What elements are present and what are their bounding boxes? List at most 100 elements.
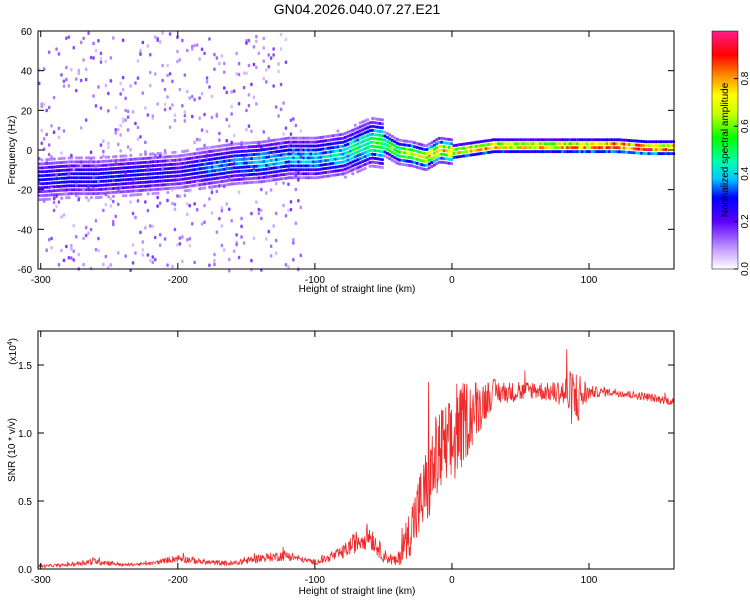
spectral-cell [265, 159, 268, 163]
spectral-cell [173, 166, 177, 170]
spectral-cell [489, 146, 493, 150]
spectrogram-cells [38, 31, 676, 273]
spectral-cell [84, 172, 88, 176]
spectral-cell [336, 137, 340, 141]
spectral-cell [376, 165, 379, 169]
spectral-noise-cell [223, 184, 226, 189]
spectral-cell [232, 182, 236, 186]
spectral-cell [499, 142, 503, 146]
spectral-cell [395, 157, 399, 161]
spectral-cell [75, 180, 78, 184]
spectral-noise-cell [242, 241, 246, 245]
spectral-cell [158, 183, 162, 187]
spectral-cell [294, 148, 298, 152]
spectral-cell [220, 148, 224, 152]
spectral-cell [220, 172, 224, 176]
spectral-noise-cell [97, 39, 100, 43]
spectral-noise-cell [232, 89, 236, 93]
spectral-cell [279, 153, 283, 157]
spectral-noise-cell [220, 54, 224, 58]
spectral-cell [319, 167, 323, 171]
spectral-cell [198, 179, 202, 183]
spectral-cell [316, 164, 320, 168]
spectral-cell [627, 146, 631, 150]
spectral-cell [107, 163, 111, 167]
spectral-noise-cell [188, 243, 191, 248]
spectral-cell [607, 138, 611, 142]
spectral-cell [72, 160, 76, 164]
spectral-cell [622, 150, 626, 154]
spectral-cell [306, 164, 310, 168]
spectral-cell [326, 158, 330, 162]
spectral-cell [289, 168, 293, 172]
spectral-cell [363, 147, 367, 151]
spectral-cell [373, 145, 377, 149]
spectral-cell [107, 171, 111, 175]
spectral-cell [484, 143, 488, 147]
spectral-cell [649, 148, 653, 152]
spectral-cell [126, 170, 130, 173]
spectral-noise-cell [284, 126, 288, 130]
spectral-noise-cell [94, 247, 98, 252]
spectral-cell [580, 138, 584, 142]
spectral-cell [208, 161, 212, 165]
spectral-noise-cell [173, 207, 177, 211]
spectral-cell [139, 153, 143, 157]
spectrogram-y-label: Frequency (Hz) [7, 116, 18, 185]
spectral-noise-cell [102, 139, 105, 143]
spectral-cell [302, 168, 305, 172]
spectrogram-y-tick-label: -40 [18, 225, 33, 236]
spectral-cell [343, 143, 347, 147]
spectral-cell [257, 180, 261, 184]
spectral-noise-cell [262, 130, 265, 134]
spectral-cell [339, 141, 342, 144]
spectral-noise-cell [213, 67, 216, 71]
spectral-noise-cell [193, 260, 196, 265]
spectral-cell [262, 144, 266, 148]
spectral-cell [598, 138, 602, 142]
spectral-cell [176, 174, 180, 178]
spectral-cell [600, 146, 604, 150]
spectral-cell [205, 182, 209, 186]
spectral-cell [427, 154, 431, 158]
spectral-cell [383, 150, 387, 154]
spectral-cell [376, 153, 379, 157]
spectral-cell [57, 157, 61, 161]
spectral-cell [331, 161, 335, 165]
spectral-cell [422, 152, 426, 155]
spectral-cell [306, 152, 310, 156]
spectral-cell [77, 164, 81, 168]
spectral-cell [442, 137, 446, 141]
spectral-cell [297, 140, 301, 144]
spectral-cell [536, 146, 540, 150]
spectral-cell [237, 177, 241, 181]
spectral-cell [329, 142, 333, 146]
spectral-cell [516, 142, 520, 146]
spectral-cell [144, 164, 148, 168]
spectral-cell [519, 150, 523, 154]
spectral-cell [309, 160, 313, 164]
spectral-cell [415, 145, 419, 149]
spectral-cell [87, 156, 91, 160]
spectral-cell [445, 153, 449, 157]
spectral-noise-cell [250, 82, 253, 87]
spectral-noise-cell [235, 233, 238, 237]
spectral-cell [228, 151, 231, 155]
spectral-noise-cell [156, 37, 159, 41]
spectral-cell [282, 165, 286, 169]
spectral-cell [467, 141, 471, 145]
spectral-cell [45, 185, 49, 189]
spectral-cell [422, 144, 426, 148]
spectral-cell [176, 154, 180, 158]
spectral-cell [329, 170, 333, 174]
spectral-cell [551, 150, 555, 154]
spectral-noise-cell [65, 77, 68, 82]
spectral-cell [252, 153, 256, 156]
spectral-cell [292, 172, 296, 176]
spectral-cell [193, 172, 197, 175]
spectral-cell [186, 153, 189, 157]
spectral-cell [321, 155, 325, 159]
spectral-cell [237, 181, 241, 185]
spectral-noise-cell [176, 59, 179, 64]
spectral-cell [210, 173, 214, 177]
